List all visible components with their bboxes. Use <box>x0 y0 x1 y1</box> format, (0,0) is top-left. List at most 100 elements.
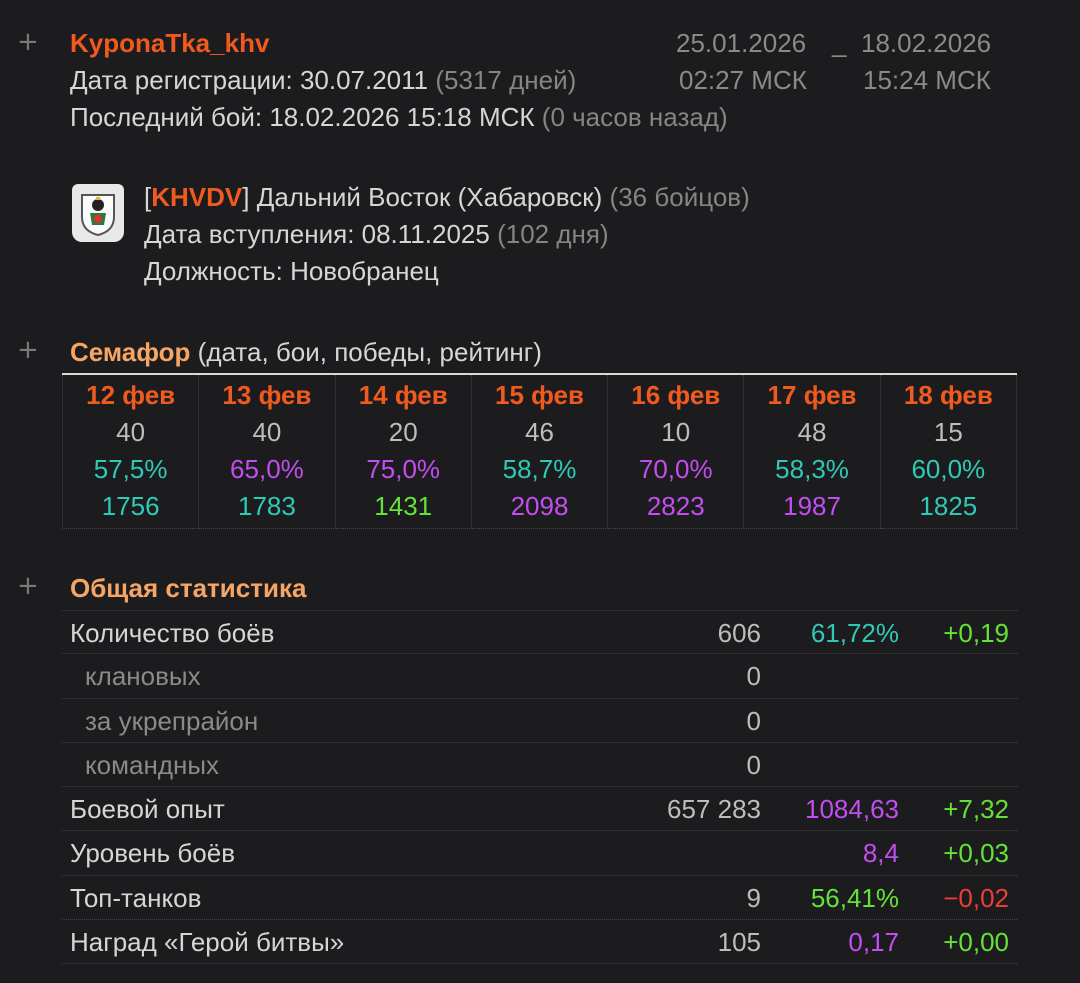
stats-average: 56,41% <box>810 882 899 913</box>
semaphore-winrate: 65,0% <box>230 454 304 484</box>
stats-label: за укрепрайон <box>85 705 259 736</box>
player-name-link[interactable]: KyponaTka_khv <box>70 28 270 58</box>
stats-delta: +0,00 <box>943 927 1009 958</box>
clan-joined-line: Дата вступления: 08.11.2025 (102 дня) <box>144 217 609 251</box>
stats-table: Количество боёв 606 61,72% +0,19 клановых 0 за… <box>62 610 1017 965</box>
last-battle-line: Последний бой: 18.02.2026 15:18 МСК (0 ч… <box>70 100 728 134</box>
stats-average: 61,72% <box>810 618 899 648</box>
stats-delta: +7,32 <box>943 794 1009 825</box>
last-battle-ago: (0 часов назад) <box>541 102 728 132</box>
stats-delta: +0,19 <box>943 618 1009 648</box>
stats-row: Наград «Герой битвы» 105 0,17 +0,00 <box>62 920 1017 965</box>
semaphore-battles: 48 <box>797 417 827 447</box>
semaphore-battles: 40 <box>252 417 282 447</box>
semaphore-rating: 1987 <box>783 491 841 521</box>
semaphore-day-column: 17 фев 48 58,3% 1987 <box>744 375 881 529</box>
stats-delta: −0,02 <box>943 882 1009 913</box>
period-from-time: 02:27 МСК <box>679 65 807 95</box>
semaphore-winrate: 57,5% <box>93 454 168 484</box>
semaphore-rating: 1431 <box>374 491 433 521</box>
period-from-date: 25.01.2026 <box>676 28 807 58</box>
stats-label: командных <box>85 749 220 780</box>
semaphore-day-column: 18 фев 15 60,0% 1825 <box>880 375 1017 529</box>
semaphore-rating: 2098 <box>510 491 569 521</box>
semaphore-winrate: 58,7% <box>502 454 577 484</box>
clan-role: Должность: Новобранец <box>144 256 439 286</box>
semaphore-date: 15 фев <box>494 380 584 410</box>
stats-row: Топ-танков 9 56,41% −0,02 <box>62 876 1017 921</box>
registration-date: Дата регистрации: 30.07.2011 <box>70 65 429 95</box>
semaphore-subtitle: (дата, бои, победы, рейтинг) <box>197 337 542 367</box>
semaphore-rating: 2823 <box>646 491 705 521</box>
semaphore-day-column: 12 фев 40 57,5% 1756 <box>62 375 200 529</box>
semaphore-rating: 1783 <box>238 491 296 521</box>
period-to-date: 18.02.2026 <box>861 28 992 58</box>
clan-members: (36 бойцов) <box>609 182 750 212</box>
clan-name-line: [KHVDV] Дальний Восток (Хабаровск) (36 б… <box>144 180 750 214</box>
player-name-line: KyponaTka_khv <box>70 26 269 60</box>
stats-value: 105 <box>717 927 761 958</box>
semaphore-battles: 10 <box>661 417 691 447</box>
stats-row: Количество боёв 606 61,72% +0,19 <box>62 610 1017 655</box>
stats-label: Наград «Герой битвы» <box>70 927 345 958</box>
expand-player-button[interactable]: + <box>17 27 39 57</box>
semaphore-battles: 15 <box>933 417 963 447</box>
clan-emblem-icon[interactable] <box>72 184 124 242</box>
semaphore-day-column: 14 фев 20 75,0% 1431 <box>335 375 472 529</box>
stats-value: 657 283 <box>667 794 761 825</box>
stats-delta: +0,03 <box>943 838 1009 869</box>
clan-joined-days: (102 дня) <box>497 219 609 249</box>
stats-average: 0,17 <box>848 927 899 958</box>
stats-row: Уровень боёв 8,4 +0,03 <box>62 831 1017 876</box>
semaphore-date: 18 фев <box>903 380 993 410</box>
semaphore-winrate: 70,0% <box>638 454 713 484</box>
semaphore-rating: 1825 <box>919 491 978 521</box>
clan-tag-link[interactable]: KHVDV <box>151 182 243 212</box>
stats-label: Боевой опыт <box>70 794 225 825</box>
semaphore-date: 16 фев <box>631 380 721 410</box>
stats-value: 0 <box>746 661 761 692</box>
expand-stats-button[interactable]: + <box>17 571 39 601</box>
stats-value: 606 <box>717 618 761 648</box>
semaphore-date: 17 фев <box>767 380 857 410</box>
semaphore-day-column: 13 фев 40 65,0% 1783 <box>199 375 336 529</box>
stats-value: 9 <box>746 882 761 913</box>
semaphore-day-column: 16 фев 10 70,0% 2823 <box>608 375 745 529</box>
clan-bracket-open: [ <box>144 182 152 212</box>
clan-joined-date: Дата вступления: 08.11.2025 <box>144 219 490 249</box>
registration-days: (5317 дней) <box>435 65 577 95</box>
stats-average: 1084,63 <box>805 794 899 825</box>
stats-label: Уровень боёв <box>70 838 236 869</box>
semaphore-battles: 46 <box>525 417 554 447</box>
semaphore-battles: 40 <box>116 417 146 447</box>
period-to-time: 15:24 МСК <box>863 65 991 95</box>
registration-line: Дата регистрации: 30.07.2011 (5317 дней) <box>70 63 576 97</box>
stats-label: Топ-танков <box>70 882 202 913</box>
stats-row: Боевой опыт 657 283 1084,63 +7,32 <box>62 787 1017 832</box>
stats-value: 0 <box>746 749 761 780</box>
semaphore-heading: Семафор <box>70 337 191 367</box>
stats-value: 0 <box>746 705 761 736</box>
semaphore-date: 14 фев <box>358 380 448 410</box>
clan-bracket-close: ] <box>242 182 250 212</box>
stats-title: Общая статистика <box>70 573 307 603</box>
semaphore-winrate: 58,3% <box>775 454 849 484</box>
semaphore-date: 13 фев <box>222 380 312 410</box>
stats-label: Количество боёв <box>70 618 275 648</box>
stats-row: клановых 0 <box>62 654 1017 699</box>
stats-average: 8,4 <box>862 838 899 869</box>
last-battle-date: Последний бой: 18.02.2026 15:18 МСК <box>70 102 535 132</box>
expand-semaphore-button[interactable]: + <box>17 335 39 365</box>
semaphore-date: 12 фев <box>86 380 176 410</box>
stats-row: за укрепрайон 0 <box>62 699 1017 743</box>
period-separator: _ <box>832 28 847 58</box>
clan-name: Дальний Восток (Хабаровск) <box>256 182 603 212</box>
semaphore-grid: 12 фев 40 57,5% 1756 13 фев 40 65,0% 1783 14 фев… <box>62 373 1017 529</box>
semaphore-title: Семафор (дата, бои, победы, рейтинг) <box>70 334 542 370</box>
semaphore-rating: 1756 <box>101 491 160 521</box>
semaphore-battles: 20 <box>388 417 418 447</box>
semaphore-winrate: 75,0% <box>366 454 441 484</box>
stats-row: командных 0 <box>62 743 1017 788</box>
stats-label: клановых <box>85 661 201 692</box>
semaphore-day-column: 15 фев 46 58,7% 2098 <box>471 375 609 529</box>
